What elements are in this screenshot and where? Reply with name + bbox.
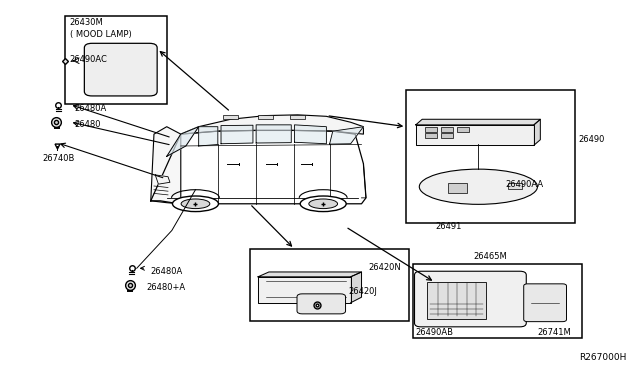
FancyBboxPatch shape xyxy=(84,43,157,96)
Polygon shape xyxy=(256,125,291,143)
Text: 26480+A: 26480+A xyxy=(147,283,186,292)
FancyBboxPatch shape xyxy=(415,271,526,327)
Polygon shape xyxy=(330,127,364,144)
Polygon shape xyxy=(294,125,326,144)
Polygon shape xyxy=(416,125,534,145)
Ellipse shape xyxy=(181,199,210,209)
Bar xyxy=(250,249,410,321)
FancyBboxPatch shape xyxy=(297,294,346,314)
Text: 26480: 26480 xyxy=(74,121,100,129)
Bar xyxy=(65,16,167,105)
Text: 26420J: 26420J xyxy=(349,287,378,296)
Ellipse shape xyxy=(419,169,538,204)
Polygon shape xyxy=(416,119,540,125)
Polygon shape xyxy=(258,277,351,303)
Text: 26490: 26490 xyxy=(579,135,605,144)
Bar xyxy=(442,134,453,138)
Polygon shape xyxy=(180,115,364,134)
Polygon shape xyxy=(198,127,218,146)
Text: 26490AC: 26490AC xyxy=(70,55,108,64)
Polygon shape xyxy=(167,127,198,156)
Text: ( MOOD LAMP): ( MOOD LAMP) xyxy=(70,29,131,39)
Polygon shape xyxy=(156,175,170,184)
Text: R267000H: R267000H xyxy=(579,353,627,362)
Bar xyxy=(223,115,238,119)
Bar xyxy=(426,127,437,132)
Polygon shape xyxy=(151,131,366,204)
Ellipse shape xyxy=(173,196,218,212)
Polygon shape xyxy=(351,272,362,303)
Text: 26480A: 26480A xyxy=(74,104,106,113)
Bar xyxy=(428,282,486,319)
Bar xyxy=(458,127,468,132)
Text: 26480A: 26480A xyxy=(151,267,183,276)
Polygon shape xyxy=(534,119,540,145)
Bar xyxy=(448,183,467,193)
Text: 26741M: 26741M xyxy=(537,328,571,337)
Polygon shape xyxy=(258,272,362,277)
Bar xyxy=(413,264,582,338)
Text: 26740B: 26740B xyxy=(42,154,75,163)
Bar xyxy=(508,183,522,189)
Polygon shape xyxy=(221,125,253,144)
Text: 26430M: 26430M xyxy=(70,19,104,28)
Text: 26491: 26491 xyxy=(435,222,461,231)
Text: 26490AA: 26490AA xyxy=(505,180,543,189)
Polygon shape xyxy=(151,127,180,204)
Ellipse shape xyxy=(309,199,337,209)
Text: 26490AB: 26490AB xyxy=(416,328,454,337)
Text: 26465M: 26465M xyxy=(473,252,507,261)
Ellipse shape xyxy=(300,196,346,212)
Text: 26420N: 26420N xyxy=(368,263,401,272)
Bar xyxy=(426,134,437,138)
Bar xyxy=(290,115,305,119)
Bar xyxy=(258,115,273,119)
FancyBboxPatch shape xyxy=(524,284,566,322)
Bar xyxy=(442,127,453,132)
Bar xyxy=(406,90,575,223)
